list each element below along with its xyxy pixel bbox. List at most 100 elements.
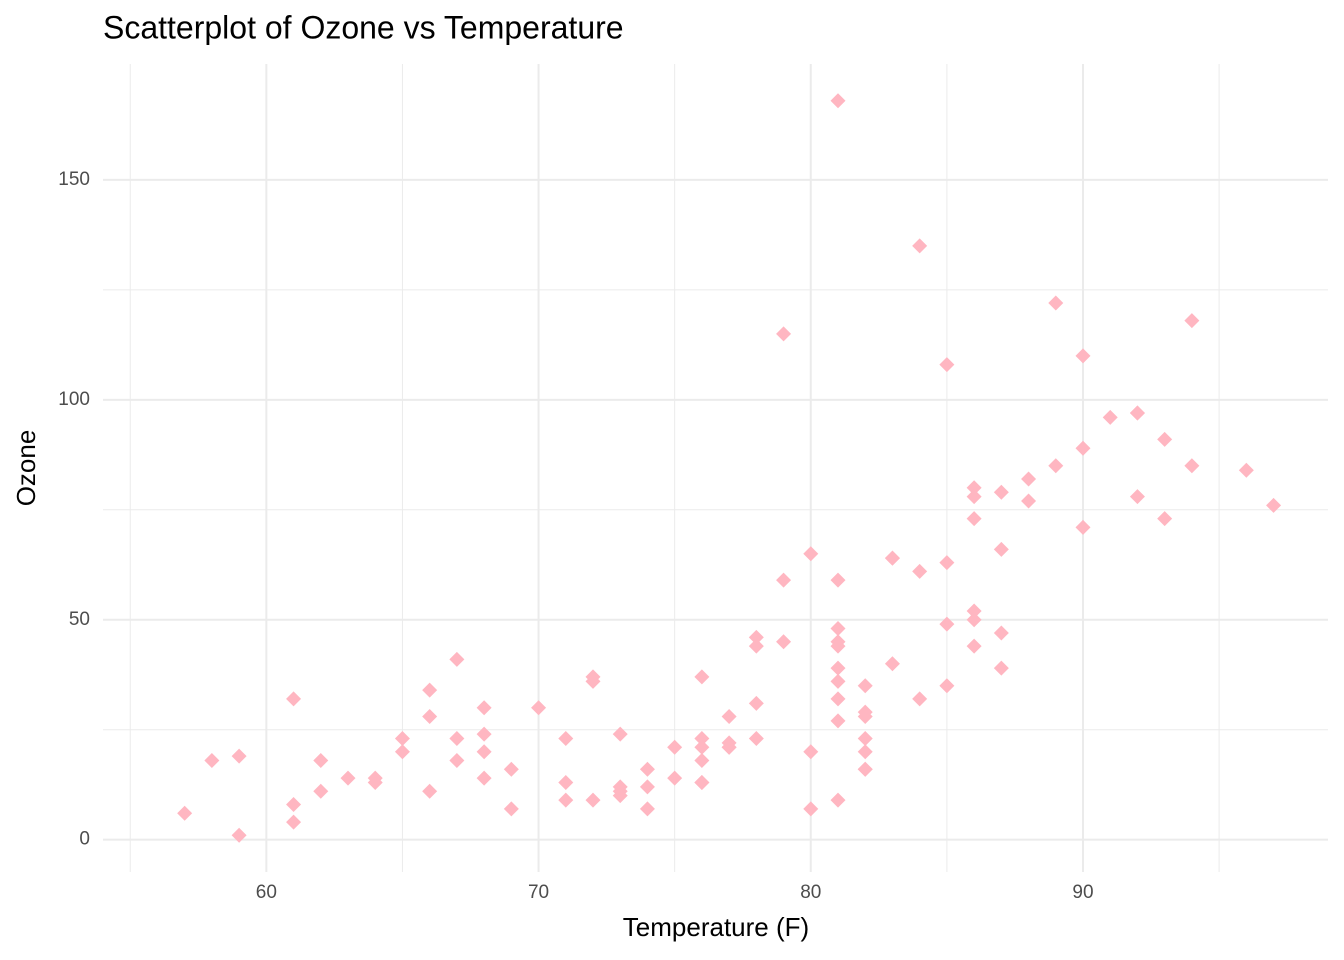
point bbox=[367, 774, 383, 790]
point bbox=[966, 489, 982, 505]
point bbox=[776, 634, 792, 650]
point bbox=[694, 669, 710, 685]
point bbox=[966, 603, 982, 619]
point bbox=[857, 761, 873, 777]
point bbox=[422, 682, 438, 698]
point bbox=[939, 555, 955, 571]
point bbox=[1075, 348, 1091, 364]
x-axis-title: Temperature (F) bbox=[623, 912, 809, 942]
point bbox=[639, 761, 655, 777]
point bbox=[721, 709, 737, 725]
point bbox=[531, 700, 547, 716]
point bbox=[639, 779, 655, 795]
point bbox=[830, 621, 846, 637]
point bbox=[1075, 440, 1091, 456]
x-tick-label: 80 bbox=[800, 882, 821, 903]
x-tick-label: 60 bbox=[256, 882, 277, 903]
point bbox=[612, 779, 628, 795]
point bbox=[476, 744, 492, 760]
point bbox=[748, 731, 764, 747]
point bbox=[422, 709, 438, 725]
point bbox=[177, 805, 193, 821]
y-tick-label: 50 bbox=[69, 609, 90, 630]
point bbox=[1238, 462, 1254, 478]
point bbox=[748, 629, 764, 645]
point bbox=[939, 357, 955, 373]
point bbox=[1048, 295, 1064, 311]
point bbox=[394, 744, 410, 760]
point bbox=[585, 792, 601, 808]
point bbox=[449, 651, 465, 667]
point bbox=[422, 783, 438, 799]
point bbox=[231, 827, 247, 843]
point bbox=[694, 774, 710, 790]
point bbox=[667, 739, 683, 755]
point bbox=[1157, 511, 1173, 527]
point bbox=[830, 673, 846, 689]
point bbox=[503, 761, 519, 777]
point bbox=[830, 792, 846, 808]
point bbox=[912, 238, 928, 254]
point bbox=[966, 638, 982, 654]
chart-title: Scatterplot of Ozone vs Temperature bbox=[103, 9, 624, 45]
point bbox=[286, 814, 302, 830]
point bbox=[721, 739, 737, 755]
point bbox=[558, 774, 574, 790]
point bbox=[884, 656, 900, 672]
point bbox=[1266, 497, 1282, 513]
point bbox=[939, 678, 955, 694]
point bbox=[694, 731, 710, 747]
y-axis-title: Ozone bbox=[11, 430, 41, 507]
point bbox=[476, 726, 492, 742]
point bbox=[612, 788, 628, 804]
point bbox=[476, 700, 492, 716]
point bbox=[204, 752, 220, 768]
x-tick-label: 90 bbox=[1072, 882, 1093, 903]
point bbox=[830, 660, 846, 676]
point bbox=[830, 713, 846, 729]
point bbox=[340, 770, 356, 786]
y-tick-label: 100 bbox=[58, 389, 90, 410]
point bbox=[558, 731, 574, 747]
point bbox=[993, 660, 1009, 676]
point bbox=[803, 744, 819, 760]
point bbox=[857, 731, 873, 747]
point bbox=[1184, 458, 1200, 474]
point bbox=[1157, 431, 1173, 447]
point bbox=[993, 625, 1009, 641]
point bbox=[1048, 458, 1064, 474]
point bbox=[558, 792, 574, 808]
point bbox=[830, 572, 846, 588]
point bbox=[884, 550, 900, 566]
point bbox=[286, 796, 302, 812]
point bbox=[966, 511, 982, 527]
y-tick-label: 150 bbox=[58, 169, 90, 190]
point bbox=[231, 748, 247, 764]
point bbox=[694, 739, 710, 755]
point bbox=[993, 541, 1009, 557]
point bbox=[1102, 409, 1118, 425]
point bbox=[1021, 471, 1037, 487]
point bbox=[857, 678, 873, 694]
point bbox=[857, 709, 873, 725]
y-tick-label: 0 bbox=[79, 829, 90, 850]
point bbox=[612, 726, 628, 742]
point bbox=[776, 326, 792, 342]
point bbox=[1184, 313, 1200, 329]
point bbox=[394, 731, 410, 747]
point bbox=[939, 616, 955, 632]
point bbox=[912, 691, 928, 707]
point bbox=[694, 752, 710, 768]
point bbox=[912, 563, 928, 579]
point bbox=[830, 93, 846, 109]
point bbox=[857, 744, 873, 760]
point bbox=[449, 752, 465, 768]
x-tick-label: 70 bbox=[528, 882, 549, 903]
point bbox=[476, 770, 492, 786]
point bbox=[748, 695, 764, 711]
point bbox=[776, 572, 792, 588]
point bbox=[313, 752, 329, 768]
point bbox=[503, 801, 519, 817]
point bbox=[639, 801, 655, 817]
point bbox=[1129, 405, 1145, 421]
